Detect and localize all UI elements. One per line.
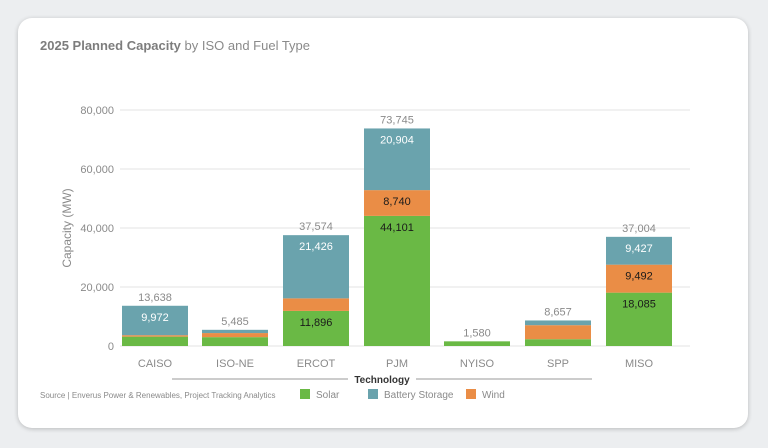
segment-label-ercot: 21,426: [299, 241, 333, 253]
y-tick-label: 80,000: [80, 105, 114, 117]
chart-title: 2025 Planned Capacity by ISO and Fuel Ty…: [40, 38, 310, 53]
bar-wind-miso: [606, 264, 672, 293]
chart-title-rest: by ISO and Fuel Type: [180, 38, 311, 53]
legend-label-wind: Wind: [482, 390, 505, 401]
total-label-spp: 8,657: [544, 306, 572, 318]
bar-battery-storage-miso: [606, 236, 672, 265]
total-label-pjm: 73,745: [380, 114, 414, 126]
bar-solar-pjm: [364, 215, 430, 346]
y-tick-label: 40,000: [80, 223, 114, 235]
legend-swatch-solar: [300, 389, 310, 399]
bar-solar-nyiso: [444, 341, 510, 346]
segment-label-caiso: 9,972: [141, 312, 169, 324]
legend-label-battery-storage: Battery Storage: [384, 390, 454, 401]
bar-solar-caiso: [122, 336, 188, 346]
source-note: Source | Enverus Power & Renewables, Pro…: [40, 391, 276, 400]
total-label-caiso: 13,638: [138, 292, 172, 304]
x-tick-label: MISO: [625, 358, 654, 370]
bar-wind-caiso: [122, 335, 188, 337]
x-tick-label: CAISO: [138, 358, 173, 370]
total-label-miso: 37,004: [622, 223, 656, 235]
segment-label-pjm: 8,740: [383, 196, 411, 208]
x-tick-label: PJM: [386, 358, 408, 370]
legend-swatch-wind: [466, 389, 476, 399]
chart-title-bold: 2025 Planned Capacity: [40, 38, 181, 53]
bar-wind-iso-ne: [202, 333, 268, 338]
x-tick-label: ERCOT: [297, 358, 336, 370]
segment-label-miso: 9,492: [625, 271, 653, 283]
bar-battery-storage-iso-ne: [202, 329, 268, 334]
legend-swatch-battery-storage: [368, 389, 378, 399]
total-label-nyiso: 1,580: [463, 327, 491, 339]
bar-solar-iso-ne: [202, 337, 268, 346]
bar-battery-storage-pjm: [364, 128, 430, 191]
segment-label-ercot: 11,896: [300, 317, 333, 329]
bar-battery-storage-caiso: [122, 305, 188, 336]
bar-solar-miso: [606, 292, 672, 346]
segment-label-miso: 18,085: [622, 299, 656, 311]
bar-wind-ercot: [283, 298, 349, 311]
bar-wind-spp: [525, 325, 591, 340]
y-axis-label: Capacity (MW): [60, 188, 74, 267]
bar-wind-pjm: [364, 190, 430, 216]
total-label-ercot: 37,574: [299, 221, 333, 233]
segment-label-pjm: 20,904: [380, 134, 414, 146]
y-tick-label: 60,000: [80, 164, 114, 176]
segment-label-miso: 9,427: [625, 243, 653, 255]
x-tick-label: NYISO: [460, 358, 495, 370]
y-tick-label: 0: [108, 341, 114, 353]
legend-label-solar: Solar: [316, 390, 340, 401]
total-label-iso-ne: 5,485: [221, 316, 249, 328]
bar-battery-storage-ercot: [283, 235, 349, 299]
y-tick-label: 20,000: [80, 282, 114, 294]
x-tick-label: ISO-NE: [216, 358, 254, 370]
bar-solar-ercot: [283, 310, 349, 346]
x-axis-title-backdrop: [348, 372, 416, 386]
segment-label-pjm: 44,101: [380, 222, 414, 234]
x-tick-label: SPP: [547, 358, 569, 370]
x-axis-label: Technology: [354, 375, 410, 386]
bar-solar-spp: [525, 339, 591, 346]
bar-battery-storage-spp: [525, 320, 591, 326]
